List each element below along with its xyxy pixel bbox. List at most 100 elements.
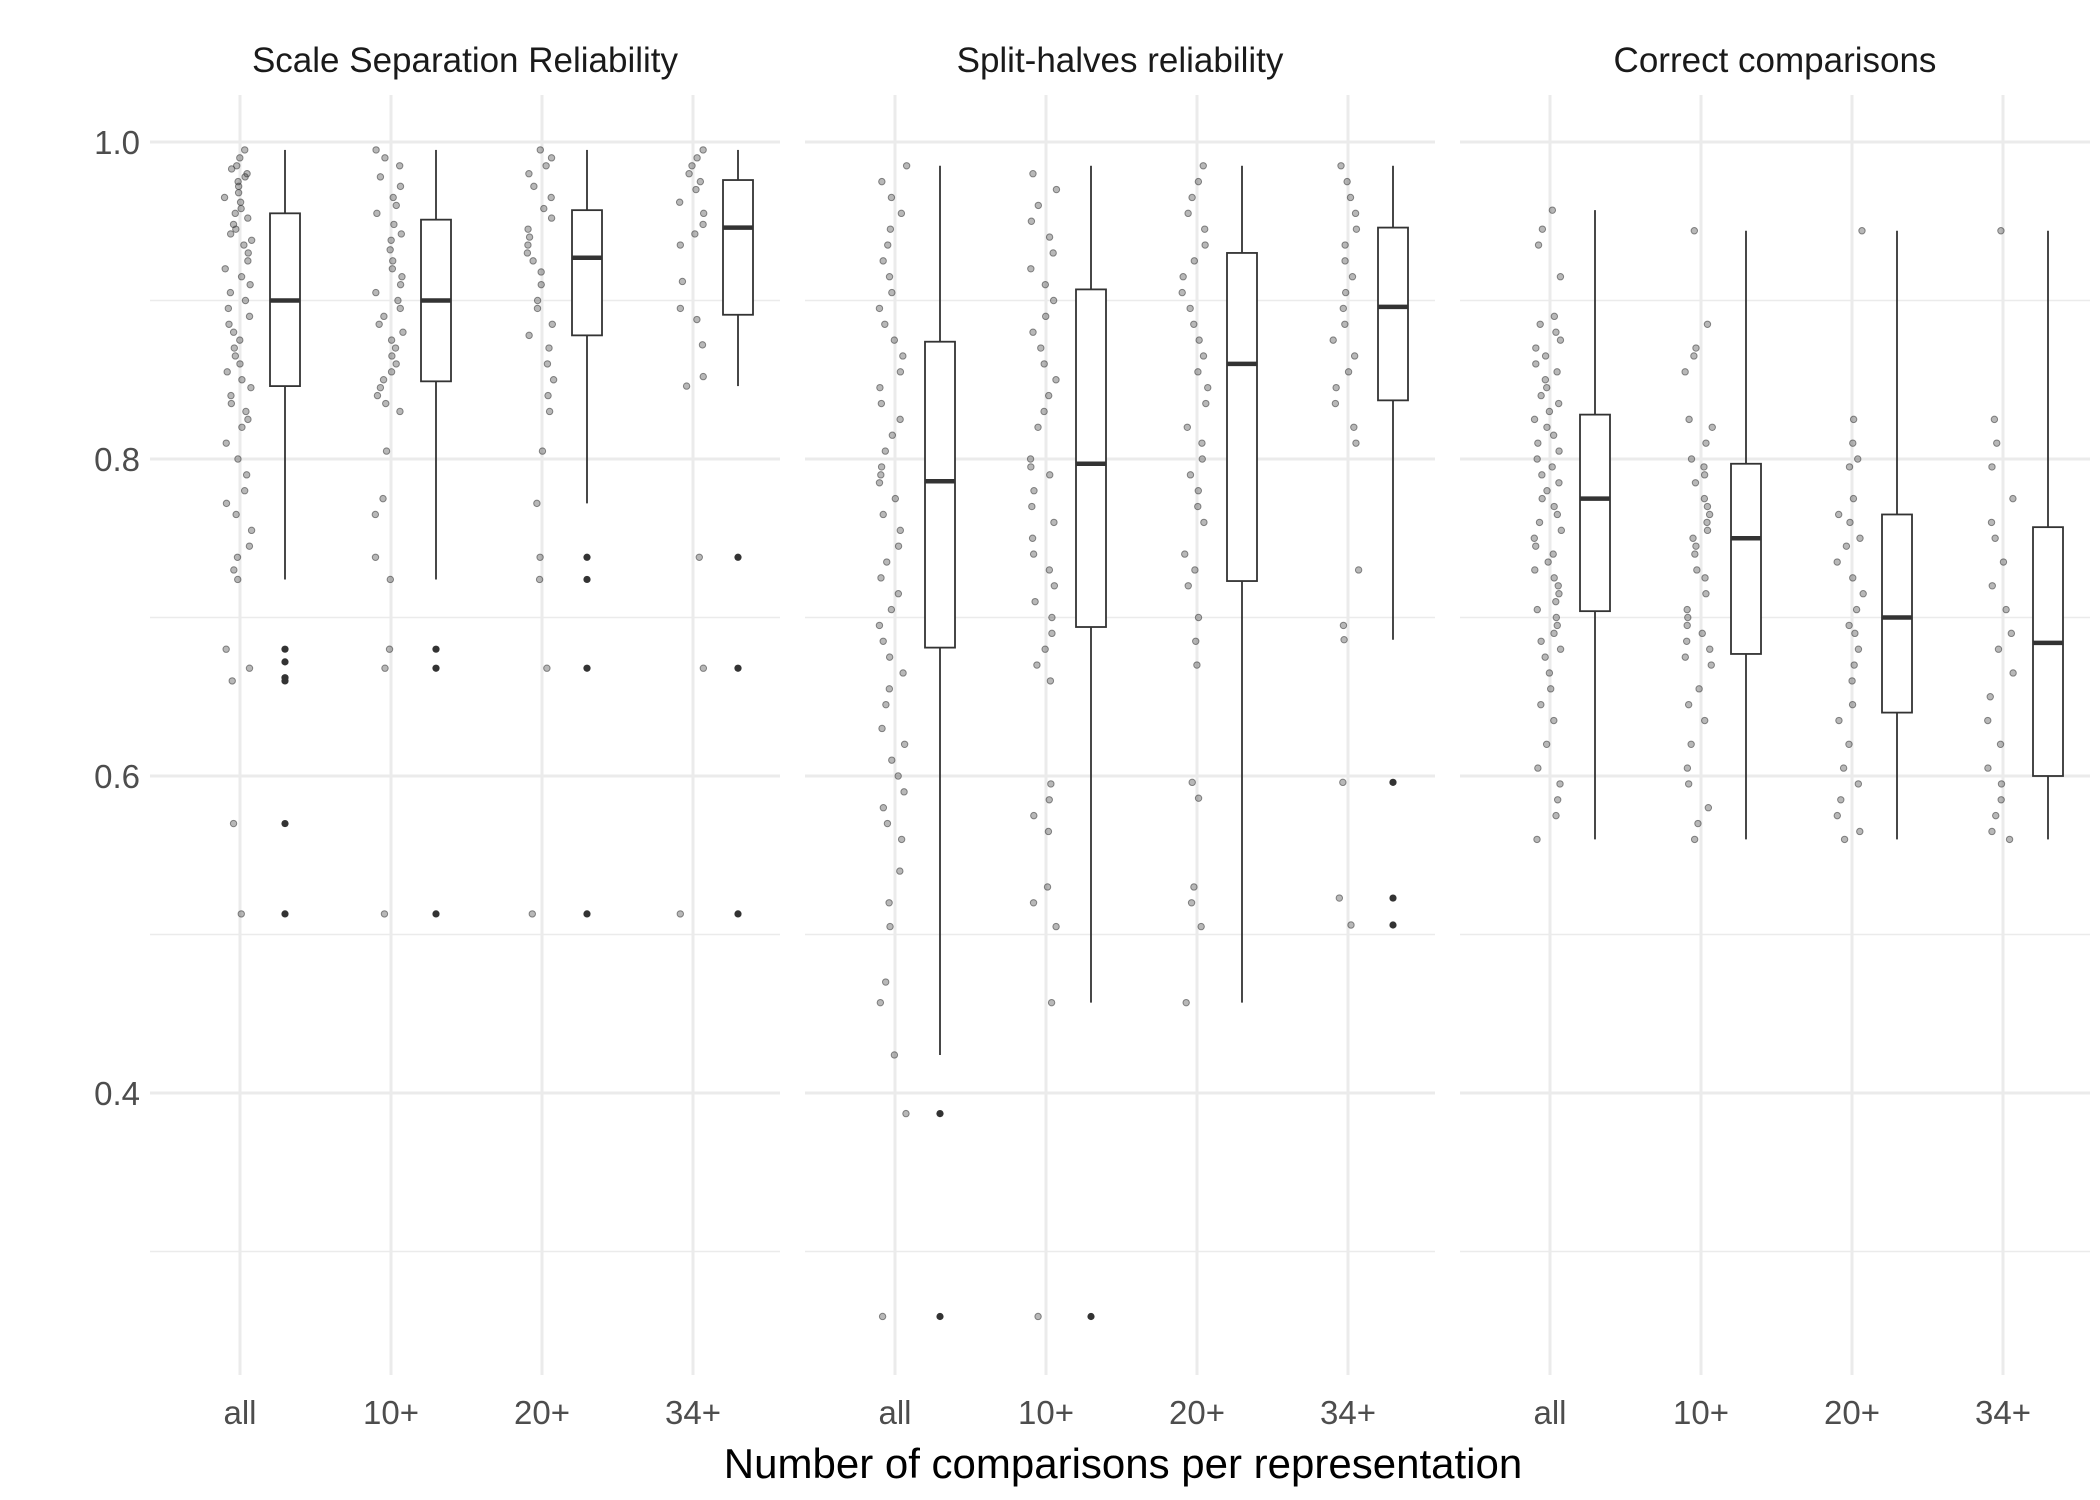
jitter-point [1685,415,1693,424]
jitter-point [875,621,884,630]
jitter-point [1845,740,1853,748]
jitter-point [222,645,230,653]
facet-title: Split-halves reliability [957,41,1284,80]
jitter-point [230,344,238,352]
jitter-point [1027,265,1035,273]
jitter-point [1553,368,1561,376]
box-iqr [1075,288,1107,628]
box-outlier [1389,894,1397,902]
jitter-point [1202,399,1210,408]
jitter-point [2009,669,2017,677]
jitter-point [396,280,405,289]
jitter-point [392,201,400,210]
jitter-point [1856,534,1864,542]
jitter-point [1703,502,1712,511]
jitter-point [1198,455,1206,463]
jitter-point [1555,590,1563,598]
jitter-point [548,320,556,328]
jitter-point [876,383,884,392]
jitter-point [1552,811,1560,820]
box-outlier [583,664,591,672]
x-tick-label: all [1533,1394,1566,1431]
jitter-point [547,214,556,222]
jitter-point [1191,566,1199,574]
box-outlier [281,910,289,918]
jitter-point [1049,296,1058,305]
box-outlier [432,645,440,653]
jitter-point [2007,629,2016,638]
jitter-point [887,605,896,614]
jitter-point [1026,455,1035,463]
jitter-point [222,439,230,447]
jitter-point [897,835,906,844]
jitter-point [1037,344,1045,352]
jitter-point [1190,883,1198,891]
x-axis: all 10+ 20+ 34+ all 10+ 20+ 34+ all 10+ 20+ 34+ [223,1394,2031,1431]
jitter-point [1839,764,1848,772]
jitter-point [1704,804,1713,812]
jitter-point [373,209,381,218]
jitter-point [540,204,548,213]
jitter-point [388,265,397,273]
jitter-point [387,236,395,244]
jitter-point [238,423,246,431]
jitter-point [382,447,391,455]
jitter-point [1849,494,1858,503]
jitter-point [1030,487,1038,495]
jitter-point [1687,455,1696,463]
jitter-point [1339,778,1347,787]
jitter-point [1052,376,1060,384]
jitter-point [888,756,896,764]
jitter-point [896,867,904,875]
jitter-point [881,447,890,455]
jitter-point [232,510,240,519]
jitter-point [549,376,558,384]
jitter-point [385,645,394,653]
jitter-point [1028,534,1037,542]
box-outlier [281,658,289,666]
jitter-point [386,575,395,584]
jitter-point [1854,645,1863,653]
jitter-point [1538,225,1547,233]
jitter-point [1204,383,1212,392]
jitter-point [1534,241,1543,249]
jitter-point [1845,463,1854,471]
jitter-point [1346,193,1355,202]
jitter-point [547,154,556,162]
jitter-point [1352,439,1360,447]
jitter-point [236,360,244,368]
jitter-point [388,352,396,360]
jitter-point [375,320,383,328]
jitter-point [1034,1312,1042,1321]
jitter-point [685,170,693,178]
jitter-point [1984,716,1992,725]
jitter-point [885,899,893,907]
jitter-point [699,146,707,154]
jitter-point [244,257,252,265]
jitter-point [875,304,884,313]
jitter-point [238,376,246,384]
x-tick-label: 10+ [1018,1394,1074,1431]
jitter-point [1991,534,1999,542]
jitter-point [1856,827,1864,836]
jitter-point [244,214,252,222]
jitter-point [883,819,892,828]
jitter-point [879,510,887,519]
jitter-point [1531,566,1539,574]
box-outlier [432,664,440,672]
jitter-point [381,664,389,672]
jitter-point [242,407,250,416]
jitter-point [1184,582,1192,590]
jitter-point [1987,518,1996,527]
jitter-point [1997,796,2005,804]
jitter-point [1194,368,1202,376]
jitter-point [231,352,240,360]
jitter-point [1545,669,1554,677]
jitter-point [1550,312,1559,321]
jitter-point [1029,550,1038,558]
jitter-point [1029,899,1038,907]
jitter-point [234,189,243,197]
jitter-point [900,740,909,748]
jitter-point [1999,558,2008,566]
